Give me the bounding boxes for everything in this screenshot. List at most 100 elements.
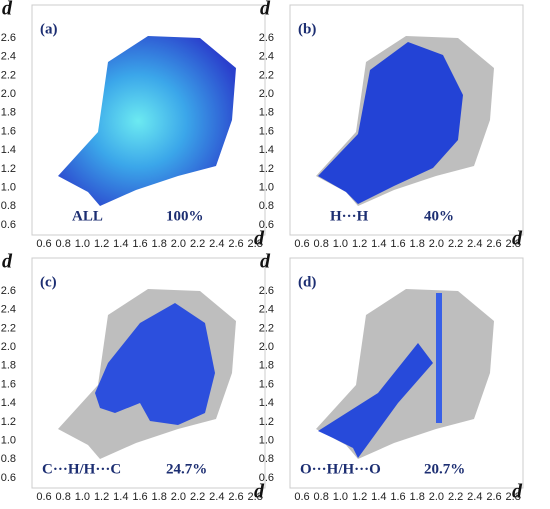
axis-label: d xyxy=(260,253,271,273)
y-tick-label: 2.0 xyxy=(259,88,274,100)
y-tick-label: 1.4 xyxy=(259,397,274,409)
x-tick-label: 2.0 xyxy=(171,491,186,503)
x-tick-label: 0.8 xyxy=(56,238,71,250)
x-tick-label: 0.8 xyxy=(314,491,329,503)
panel: 2.6 2.4 2.2 2.0 1.8 1.6 1.4 1.2 1.0 0.8 0.6 0.6 0.8 1… xyxy=(1,0,266,250)
y-tick-label: 2.0 xyxy=(259,341,274,353)
x-tick-label: 0.6 xyxy=(294,491,309,503)
y-tick-label: 0.6 xyxy=(259,219,274,231)
panel-label: (b) xyxy=(298,21,316,37)
panel-label: (a) xyxy=(40,21,58,37)
fingerprint-region xyxy=(58,36,236,206)
y-tick-label: 1.4 xyxy=(1,144,16,156)
y-tick-label: 1.0 xyxy=(259,182,274,194)
y-tick-label: 0.6 xyxy=(1,472,16,484)
panel: 2.6 2.4 2.2 2.0 1.8 1.6 1.4 1.2 1.0 0.8 0.6 0.6 0.8 1… xyxy=(259,0,524,250)
x-tick-label: 1.8 xyxy=(152,238,167,250)
contact-label: C···H/H···C xyxy=(42,461,121,477)
y-tick-label: 1.8 xyxy=(1,360,16,372)
x-tick-label: 1.0 xyxy=(75,491,90,503)
y-tick-label: 1.6 xyxy=(1,125,16,137)
y-tick-label: 1.2 xyxy=(1,416,16,428)
y-tick-label: 1.0 xyxy=(259,435,274,447)
y-tick-label: 0.6 xyxy=(1,219,16,231)
y-tick-label: 2.2 xyxy=(1,69,16,81)
x-tick-label: 2.0 xyxy=(429,491,444,503)
x-tick-label: 2.2 xyxy=(190,491,205,503)
contact-label: ALL xyxy=(72,208,103,224)
y-tick-label: 2.6 xyxy=(1,285,16,297)
percent-label: 100% xyxy=(166,208,204,224)
x-tick-label: 1.0 xyxy=(75,238,90,250)
x-tick-label: 0.6 xyxy=(36,491,51,503)
x-tick-label: 1.4 xyxy=(371,238,386,250)
axis-label: d xyxy=(2,0,13,20)
x-tick-label: 0.6 xyxy=(36,238,51,250)
y-tick-label: 1.4 xyxy=(1,397,16,409)
x-tick-label: 2.6 xyxy=(486,491,501,503)
contact-label: H···H xyxy=(330,208,369,224)
axis-label: d xyxy=(260,0,271,20)
axis-label: d xyxy=(254,228,265,250)
y-tick-label: 0.8 xyxy=(1,453,16,465)
percent-label: 40% xyxy=(424,208,454,224)
y-tick-label: 0.6 xyxy=(259,472,274,484)
x-tick-label: 2.2 xyxy=(448,491,463,503)
x-tick-label: 1.6 xyxy=(132,491,147,503)
fingerprint-region xyxy=(95,303,215,425)
x-tick-label: 2.0 xyxy=(429,238,444,250)
y-tick-label: 1.8 xyxy=(259,107,274,119)
x-tick-label: 1.2 xyxy=(352,491,367,503)
axis-label: d xyxy=(512,228,523,250)
x-tick-label: 0.8 xyxy=(314,238,329,250)
panel-label: (c) xyxy=(40,274,57,290)
x-tick-label: 2.6 xyxy=(228,238,243,250)
y-tick-label: 2.4 xyxy=(259,304,274,316)
panel-label: (d) xyxy=(298,274,316,290)
y-tick-label: 1.6 xyxy=(259,125,274,137)
x-tick-label: 0.8 xyxy=(56,491,71,503)
x-tick-label: 1.6 xyxy=(132,238,147,250)
fingerprint-region xyxy=(318,42,463,204)
y-tick-label: 1.2 xyxy=(1,163,16,175)
panel: 2.6 2.4 2.2 2.0 1.8 1.6 1.4 1.2 1.0 0.8 0.6 0.6 0.8 1… xyxy=(1,253,266,503)
y-tick-label: 2.2 xyxy=(259,322,274,334)
y-tick-label: 2.0 xyxy=(1,341,16,353)
x-tick-label: 2.4 xyxy=(209,491,224,503)
x-tick-label: 2.4 xyxy=(209,238,224,250)
percent-label: 24.7% xyxy=(166,461,207,477)
y-tick-label: 2.6 xyxy=(259,285,274,297)
x-tick-label: 1.6 xyxy=(390,491,405,503)
x-tick-label: 2.8 xyxy=(506,238,521,250)
x-tick-label: 1.4 xyxy=(113,238,128,250)
x-tick-label: 2.8 xyxy=(248,238,263,250)
y-tick-label: 1.2 xyxy=(259,416,274,428)
x-tick-label: 1.8 xyxy=(410,491,425,503)
x-tick-label: 2.6 xyxy=(228,491,243,503)
x-tick-label: 1.8 xyxy=(152,491,167,503)
y-tick-label: 2.4 xyxy=(1,304,16,316)
x-tick-label: 1.6 xyxy=(390,238,405,250)
x-tick-label: 2.6 xyxy=(486,238,501,250)
x-tick-label: 1.2 xyxy=(352,238,367,250)
y-tick-label: 2.2 xyxy=(1,322,16,334)
fingerprint-region xyxy=(318,343,433,458)
y-tick-label: 2.4 xyxy=(259,51,274,63)
y-tick-label: 1.4 xyxy=(259,144,274,156)
x-tick-label: 1.0 xyxy=(333,491,348,503)
y-tick-label: 0.8 xyxy=(1,200,16,212)
y-tick-label: 2.6 xyxy=(259,32,274,44)
x-tick-label: 2.8 xyxy=(248,491,263,503)
y-tick-label: 1.0 xyxy=(1,435,16,447)
y-tick-label: 2.2 xyxy=(259,69,274,81)
x-tick-label: 1.2 xyxy=(94,238,109,250)
x-tick-label: 1.0 xyxy=(333,238,348,250)
y-tick-label: 1.8 xyxy=(1,107,16,119)
y-tick-label: 1.6 xyxy=(259,378,274,390)
x-tick-label: 1.4 xyxy=(371,491,386,503)
x-tick-label: 2.8 xyxy=(506,491,521,503)
percent-label: 20.7% xyxy=(424,461,465,477)
contact-label: O···H/H···O xyxy=(300,461,381,477)
x-tick-label: 1.4 xyxy=(113,491,128,503)
